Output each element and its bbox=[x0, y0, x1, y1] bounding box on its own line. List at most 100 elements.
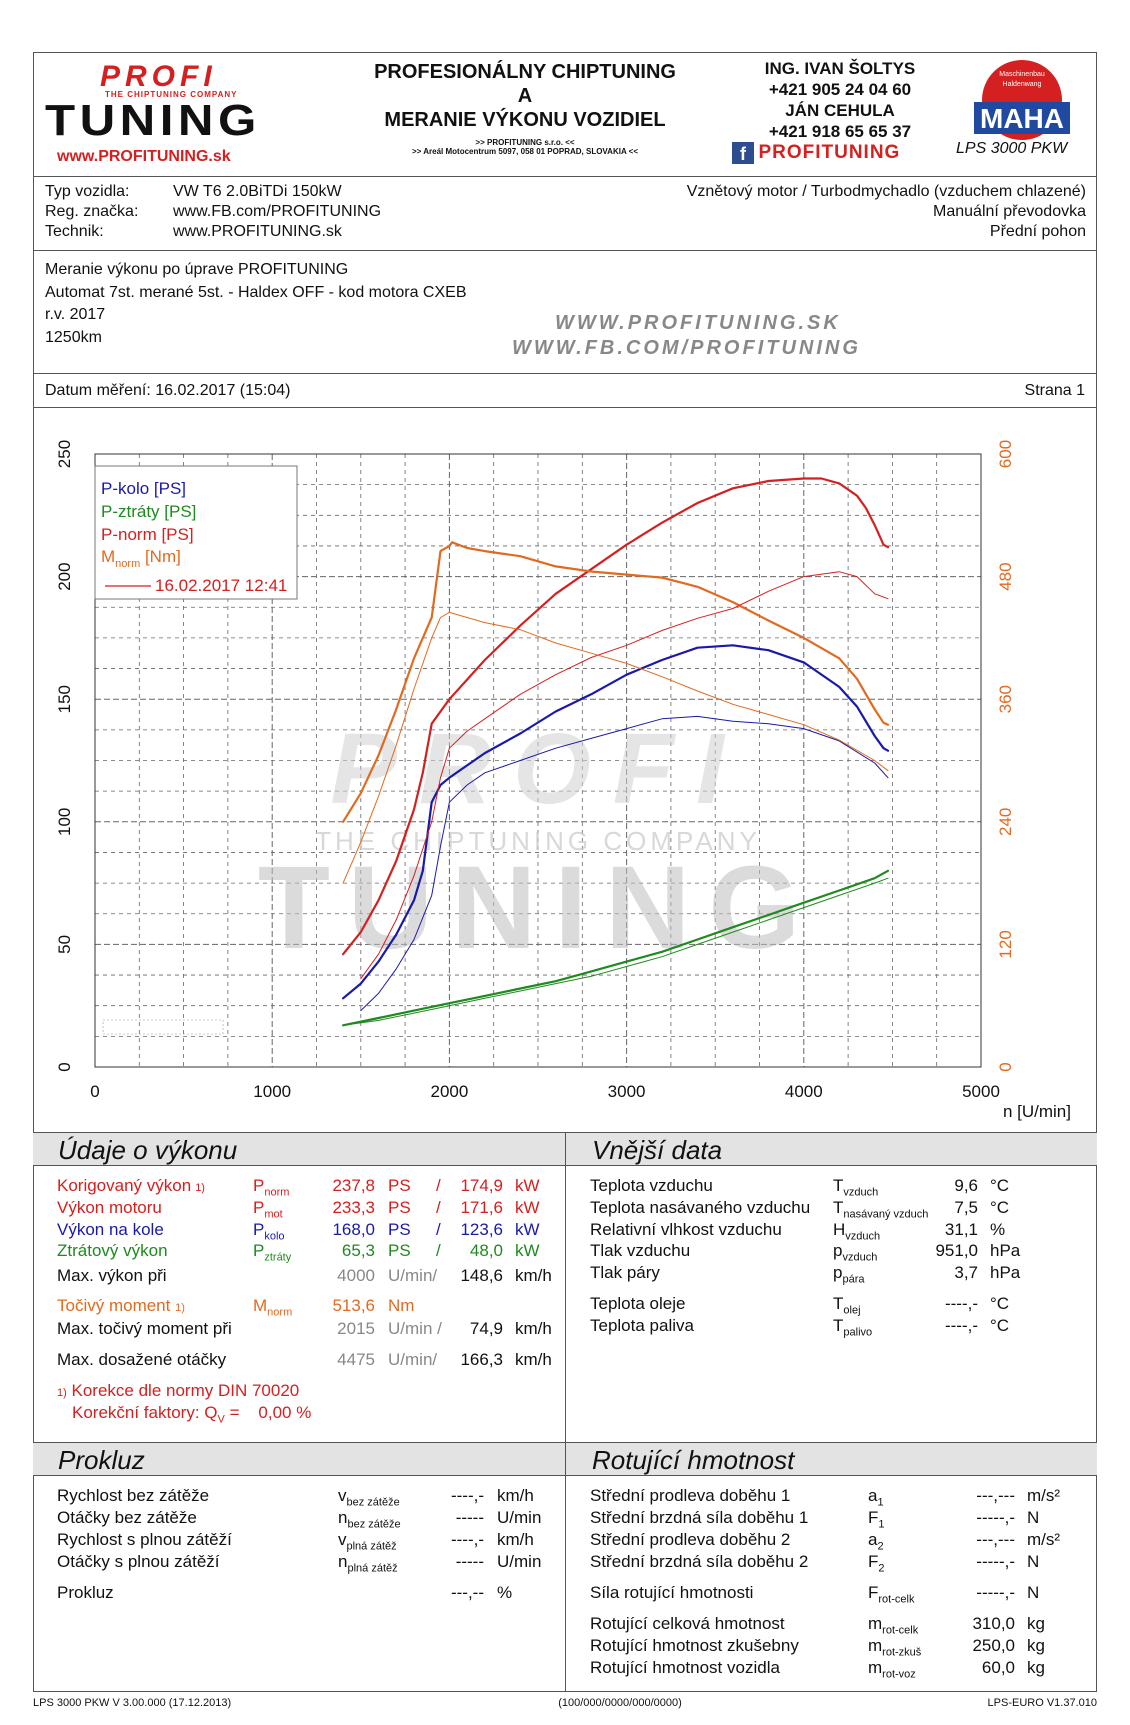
slip-title: Prokluz bbox=[58, 1445, 145, 1475]
y-tick-label-right: 120 bbox=[996, 930, 1015, 958]
data-sub: bez zátěže bbox=[346, 1496, 400, 1509]
perf-title: Údaje o výkonu bbox=[58, 1135, 238, 1165]
perf-row-symbol: Pnorm bbox=[253, 1175, 289, 1203]
data-row-value: 250,0 bbox=[972, 1636, 1015, 1655]
data-row-label: Rotující hmotnost vozidla bbox=[590, 1658, 780, 1677]
data-row-label: Střední prodleva doběhu 1 bbox=[590, 1486, 791, 1505]
data-row-value: ----- bbox=[455, 1508, 484, 1527]
y-tick-label-left: 200 bbox=[55, 562, 74, 590]
maha-wordmark: MAHA bbox=[974, 102, 1070, 134]
data-sub: vzduch bbox=[843, 1186, 879, 1199]
x-tick-label: 4000 bbox=[785, 1082, 823, 1101]
data-row-label: Prokluz bbox=[57, 1583, 114, 1602]
series-line bbox=[360, 571, 889, 980]
data-row-label: Střední prodleva doběhu 2 bbox=[590, 1530, 791, 1549]
type-value: VW T6 2.0BiTDi 150kW bbox=[173, 183, 342, 200]
max-power-speed-unit: km/h bbox=[515, 1266, 552, 1285]
perf-label-text: Výkon motoru bbox=[57, 1198, 162, 1217]
logo-top: PROFI bbox=[100, 60, 217, 93]
contact-name-1: ING. IVAN ŠOLTYS bbox=[764, 59, 916, 78]
data-row-label: Otáčky s plnou zátěží bbox=[57, 1552, 220, 1571]
data-row-label: Střední brzdná síla doběhu 2 bbox=[590, 1552, 809, 1571]
logo-bottom: TUNING bbox=[45, 96, 261, 145]
perf-row-unit2: kW bbox=[515, 1220, 540, 1239]
ext-header bbox=[565, 1132, 1097, 1166]
data-sub: rot-celk bbox=[878, 1593, 915, 1606]
data-row-label: Střední brzdná síla doběhu 1 bbox=[590, 1508, 809, 1527]
contact-phone-2: +421 918 65 65 37 bbox=[768, 122, 912, 141]
data-row-unit: m/s² bbox=[1027, 1486, 1061, 1505]
data-row-label: Relativní vlhkost vzduchu bbox=[590, 1220, 782, 1239]
data-sub: vzduch bbox=[842, 1251, 878, 1264]
data-row-value: ---,--- bbox=[976, 1530, 1015, 1549]
contact-phone-1: +421 905 24 04 60 bbox=[768, 80, 912, 99]
logo-url: www.PROFITUNING.sk bbox=[57, 148, 231, 165]
column-divider bbox=[565, 1132, 566, 1442]
data-row-label: Síla rotující hmotnosti bbox=[590, 1583, 754, 1602]
reg-label: Reg. značka: bbox=[45, 203, 139, 220]
x-tick-label: 5000 bbox=[962, 1082, 1000, 1101]
notes: Meranie výkonu po úprave PROFITUNING Aut… bbox=[45, 259, 645, 349]
data-row-symbol: nbez zátěže bbox=[338, 1507, 401, 1535]
data-row-unit: hPa bbox=[990, 1263, 1021, 1282]
data-row-value: ----,- bbox=[450, 1530, 484, 1549]
series-line bbox=[342, 541, 890, 823]
perf-row-value: 237,8 bbox=[332, 1176, 375, 1195]
data-sym: H bbox=[833, 1220, 846, 1239]
corr-sub: V bbox=[217, 1413, 225, 1426]
mini-logo-frame bbox=[102, 1019, 224, 1035]
data-row-unit: °C bbox=[990, 1198, 1010, 1217]
data-row-value: -----,- bbox=[976, 1583, 1015, 1602]
din-note: 1) Korekce dle normy DIN 70020 bbox=[57, 1380, 299, 1404]
perf-row-unit1: PS bbox=[388, 1176, 411, 1195]
max-power-rpm-unit: U/min/ bbox=[388, 1266, 438, 1285]
data-row-symbol: mrot-celk bbox=[868, 1613, 918, 1641]
data-sub: 1 bbox=[878, 1518, 885, 1531]
perf-row-label: Korigovaný výkon 1) bbox=[57, 1175, 205, 1199]
max-torque-label: Max. točivý moment při bbox=[57, 1319, 232, 1338]
note-line2: Automat 7st. merané 5st. - Haldex OFF - … bbox=[45, 283, 467, 301]
data-row-symbol: pvzduch bbox=[833, 1240, 877, 1268]
torque-value: 513,6 bbox=[332, 1296, 375, 1315]
data-row-unit: N bbox=[1027, 1552, 1040, 1571]
footer-right: LPS-EURO V1.37.010 bbox=[987, 1697, 1097, 1709]
data-sym: m bbox=[868, 1614, 883, 1633]
facebook-line: f PROFITUNING bbox=[732, 142, 957, 166]
perf-row-label: Ztrátový výkon bbox=[57, 1240, 168, 1262]
y-tick-label-right: 600 bbox=[996, 440, 1015, 468]
perf-sym: P bbox=[253, 1198, 265, 1217]
perf-row-label: Výkon na kole bbox=[57, 1219, 164, 1241]
max-rpm-speed: 166,3 bbox=[460, 1350, 503, 1369]
data-row-symbol: vbez zátěže bbox=[338, 1485, 400, 1513]
data-row-value: 31,1 bbox=[944, 1220, 978, 1239]
legend-label: Mnorm [Nm] bbox=[101, 547, 181, 570]
din-note-sup: 1) bbox=[57, 1387, 67, 1399]
perf-label-sup: 1) bbox=[195, 1182, 205, 1194]
data-row-unit: km/h bbox=[497, 1486, 534, 1505]
x-tick-label: 1000 bbox=[253, 1082, 291, 1101]
data-sym: p bbox=[833, 1263, 843, 1282]
column-divider-2 bbox=[565, 1442, 566, 1692]
data-sub: bez zátěže bbox=[347, 1518, 401, 1531]
data-row-label: Teplota nasávaného vzduchu bbox=[590, 1198, 811, 1217]
data-sub: plná zátěž bbox=[347, 1562, 398, 1575]
data-sym: T bbox=[833, 1176, 844, 1195]
torque-row: Točivý moment 1) bbox=[57, 1295, 185, 1319]
max-rpm-value: 4475 bbox=[337, 1350, 375, 1369]
max-rpm-label: Max. dosažené otáčky bbox=[57, 1350, 227, 1369]
data-row-symbol: mrot-zkuš bbox=[868, 1635, 921, 1663]
series-line bbox=[342, 477, 890, 956]
max-power-row: Max. výkon při bbox=[57, 1265, 167, 1287]
data-row-value: ----,- bbox=[944, 1294, 978, 1313]
perf-label-text: Výkon na kole bbox=[57, 1220, 164, 1239]
data-sub: 2 bbox=[877, 1540, 884, 1553]
data-row-unit: km/h bbox=[497, 1530, 534, 1549]
rot-title: Rotující hmotnost bbox=[592, 1445, 795, 1475]
series-line bbox=[342, 611, 889, 884]
data-sym: F bbox=[868, 1508, 879, 1527]
data-row-label: Otáčky bez zátěže bbox=[57, 1508, 197, 1527]
footer-left: LPS 3000 PKW V 3.00.000 (17.12.2013) bbox=[33, 1697, 232, 1709]
tech-label: Technik: bbox=[45, 223, 104, 240]
data-row-symbol: Tpalivo bbox=[833, 1315, 872, 1343]
correction-factor: Korekční faktory: QV = 0,00 % bbox=[72, 1402, 311, 1430]
